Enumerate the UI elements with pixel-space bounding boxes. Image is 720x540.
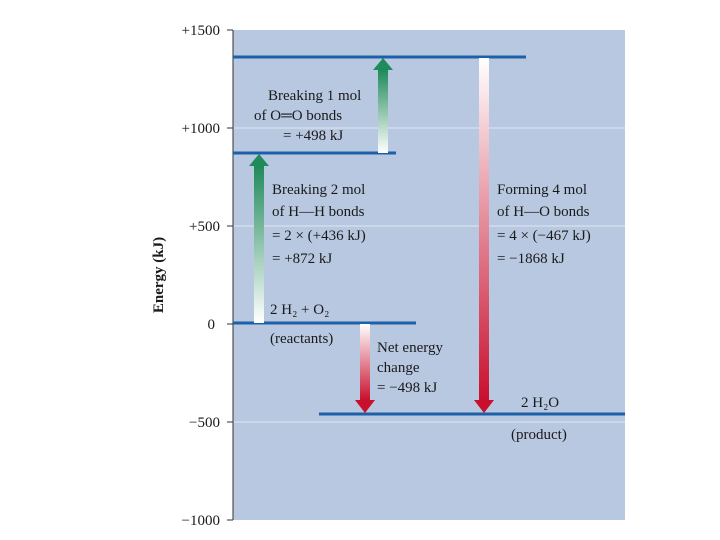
label-reactants: 2 H₂ + O₂ (reactants) [270, 302, 333, 347]
label-line: = 4 × (−467 kJ) [497, 228, 591, 244]
y-tick-label: −1000 [182, 513, 220, 529]
label-line: = −1868 kJ [497, 251, 565, 267]
label-line: of H—O bonds [497, 204, 590, 220]
label-line: of H—H bonds [272, 204, 365, 220]
diagram-panel [233, 30, 625, 520]
arrow-break-hh [249, 154, 269, 323]
arrow-shaft [254, 166, 264, 323]
label-line: Net energy [377, 340, 443, 356]
reactants-formula: 2 H₂ + O₂ [270, 302, 329, 318]
y-tick-label: +500 [189, 219, 220, 235]
y-axis [227, 29, 234, 521]
y-tick-label: −500 [189, 415, 220, 431]
label-line: change [377, 360, 420, 376]
label-line: = +872 kJ [272, 251, 332, 267]
arrow-form-oh [474, 58, 494, 413]
product-note: (product) [511, 427, 567, 443]
label-line: Breaking 1 mol [268, 88, 361, 104]
label-line: of O═O bonds [254, 108, 342, 124]
arrow-head [249, 154, 269, 166]
label-line: = +498 kJ [283, 128, 343, 144]
label-product: 2 H₂O (product) [511, 395, 567, 443]
arrow-shaft [360, 324, 370, 400]
label-form-oh: Forming 4 mol of H—O bonds = 4 × (−467 k… [497, 182, 591, 267]
arrow-shaft [479, 58, 489, 400]
label-line: Breaking 2 mol [272, 182, 365, 198]
y-tick-label: 0 [208, 317, 216, 333]
arrow-break-oo [373, 58, 393, 153]
label-line: Forming 4 mol [497, 182, 587, 198]
label-break-hh: Breaking 2 mol of H—H bonds = 2 × (+436 … [272, 182, 366, 267]
arrow-net [355, 324, 375, 413]
label-line: = 2 × (+436 kJ) [272, 228, 366, 244]
y-tick-label: +1500 [182, 23, 220, 39]
y-axis-title: Energy (kJ) [151, 237, 167, 313]
arrow-shaft [378, 70, 388, 153]
reactants-note: (reactants) [270, 331, 333, 347]
y-tick-label: +1000 [182, 121, 220, 137]
label-line: = −498 kJ [377, 380, 437, 396]
label-net: Net energy change = −498 kJ [377, 340, 443, 396]
arrow-head [373, 58, 393, 70]
arrow-head [355, 400, 375, 413]
arrow-head [474, 400, 494, 413]
energy-levels [233, 55, 625, 416]
label-break-oo: Breaking 1 mol of O═O bonds = +498 kJ [254, 88, 361, 144]
product-formula: 2 H₂O [521, 395, 559, 411]
gridlines [233, 127, 625, 423]
